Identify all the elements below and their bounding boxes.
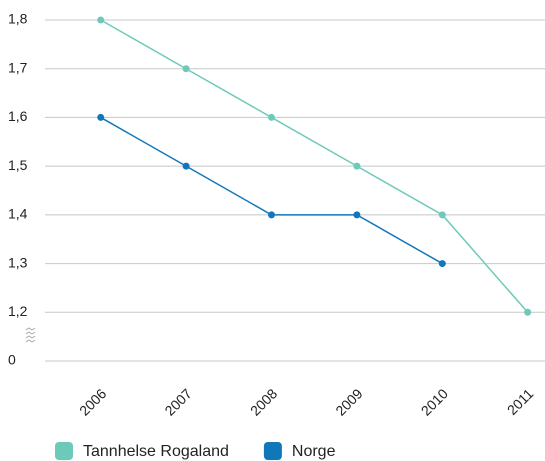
x-tick-label: 2009 [332, 385, 365, 418]
y-tick-label: 1,6 [8, 108, 28, 124]
data-point [182, 65, 190, 73]
y-tick-label: 1,8 [8, 11, 28, 27]
data-point [268, 113, 275, 121]
legend-label: Norge [292, 443, 336, 460]
axis-break-line [25, 335, 36, 339]
legend-swatch [263, 442, 282, 460]
data-point [268, 211, 275, 219]
axis-break-line [25, 339, 36, 343]
axis-break-line [25, 327, 36, 331]
y-tick-label: 1,2 [8, 303, 28, 319]
data-point [97, 113, 105, 121]
x-tick-label: 2010 [418, 385, 451, 418]
x-tick-label: 2006 [76, 385, 109, 418]
series-line [100, 19, 529, 313]
x-tick-label: 2007 [161, 385, 194, 418]
axis-break-line [25, 331, 36, 335]
series-line [100, 116, 443, 265]
data-point [353, 162, 361, 170]
data-point [353, 211, 361, 219]
data-point [182, 162, 190, 170]
data-point [438, 260, 446, 268]
legend-label: Tannhelse Rogaland [83, 443, 229, 460]
axis-break [25, 327, 36, 343]
x-tick-label: 2011 [504, 385, 537, 418]
y-tick-label: 1,5 [8, 157, 28, 173]
y-tick-label: 1,4 [8, 206, 28, 222]
y-tick-label: 0 [8, 352, 16, 368]
data-point [438, 211, 446, 219]
x-tick-label: 2008 [247, 385, 280, 418]
data-point [97, 16, 105, 24]
y-tick-label: 1,7 [8, 59, 28, 75]
y-tick-label: 1,3 [8, 254, 28, 270]
data-point [524, 308, 532, 316]
legend-swatch [55, 442, 73, 460]
